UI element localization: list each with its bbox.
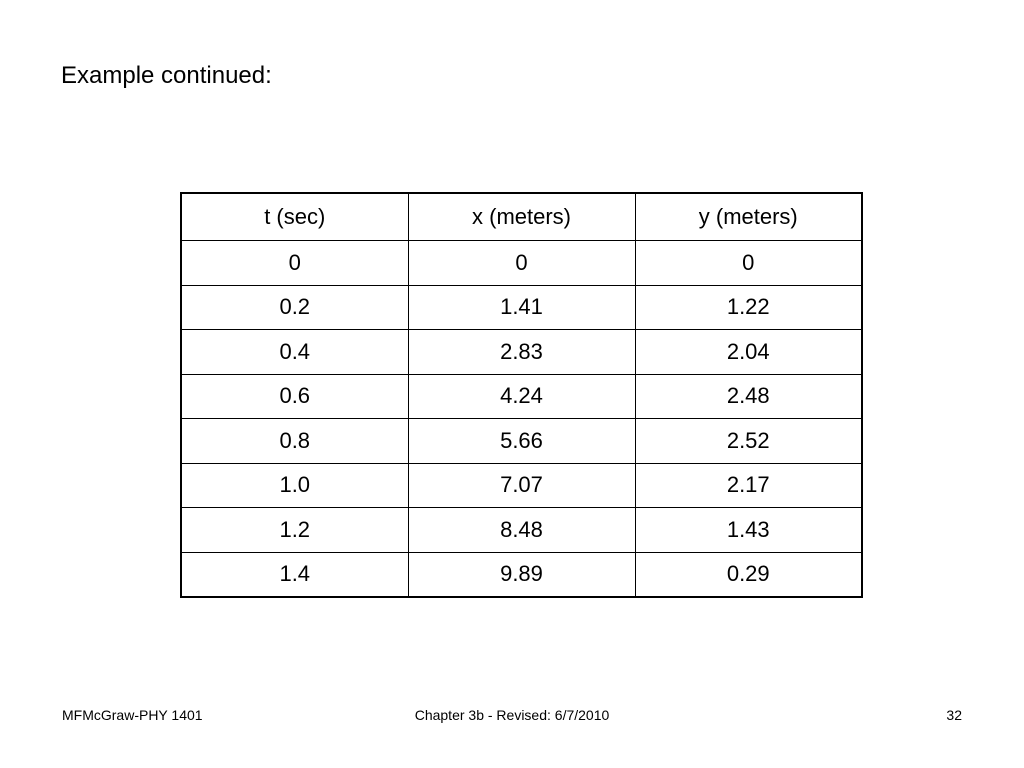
table-cell: 2.17	[634, 462, 863, 508]
table-cell: 8.48	[407, 507, 636, 553]
table-cell: 0.29	[634, 551, 863, 598]
column-header: t (sec)	[180, 192, 409, 241]
table-row: 0.4 2.83 2.04	[180, 329, 863, 375]
table-cell: 9.89	[407, 551, 636, 598]
column-header: y (meters)	[634, 192, 863, 241]
table-cell: 1.22	[634, 284, 863, 330]
table-cell: 5.66	[407, 418, 636, 464]
table-cell: 2.52	[634, 418, 863, 464]
footer-center: Chapter 3b - Revised: 6/7/2010	[414, 707, 610, 723]
table-row: 1.4 9.89 0.29	[180, 551, 863, 598]
table-cell: 4.24	[407, 373, 636, 419]
footer-left: MFMcGraw-PHY 1401	[62, 707, 203, 723]
header-row: t (sec) x (meters) y (meters)	[180, 192, 863, 241]
table-cell: 0	[407, 240, 636, 286]
table-cell: 0.4	[180, 329, 409, 375]
table-row: 0.2 1.41 1.22	[180, 284, 863, 330]
table-cell: 2.83	[407, 329, 636, 375]
table-row: 0.8 5.66 2.52	[180, 418, 863, 464]
table-cell: 7.07	[407, 462, 636, 508]
table-cell: 1.0	[180, 462, 409, 508]
table-cell: 1.4	[180, 551, 409, 598]
table-row: 0.6 4.24 2.48	[180, 373, 863, 419]
table-body: 0 0 0 0.2 1.41 1.22 0.4 2.83 2.04 0.6 4.24 2.48 0.8 5…	[180, 240, 863, 598]
page-number: 32	[946, 707, 962, 723]
table-cell: 1.2	[180, 507, 409, 553]
slide-title: Example continued:	[61, 62, 272, 89]
data-table: t (sec) x (meters) y (meters) 0 0 0 0.2 1.41 1.…	[180, 192, 863, 598]
table-row: 1.0 7.07 2.17	[180, 462, 863, 508]
table-cell: 0.2	[180, 284, 409, 330]
table-cell: 0.6	[180, 373, 409, 419]
table-cell: 2.48	[634, 373, 863, 419]
table-row: 1.2 8.48 1.43	[180, 507, 863, 553]
column-header: x (meters)	[407, 192, 636, 241]
table-cell: 1.41	[407, 284, 636, 330]
table-cell: 2.04	[634, 329, 863, 375]
table-cell: 0	[634, 240, 863, 286]
table-cell: 1.43	[634, 507, 863, 553]
table-cell: 0.8	[180, 418, 409, 464]
table-cell: 0	[180, 240, 409, 286]
